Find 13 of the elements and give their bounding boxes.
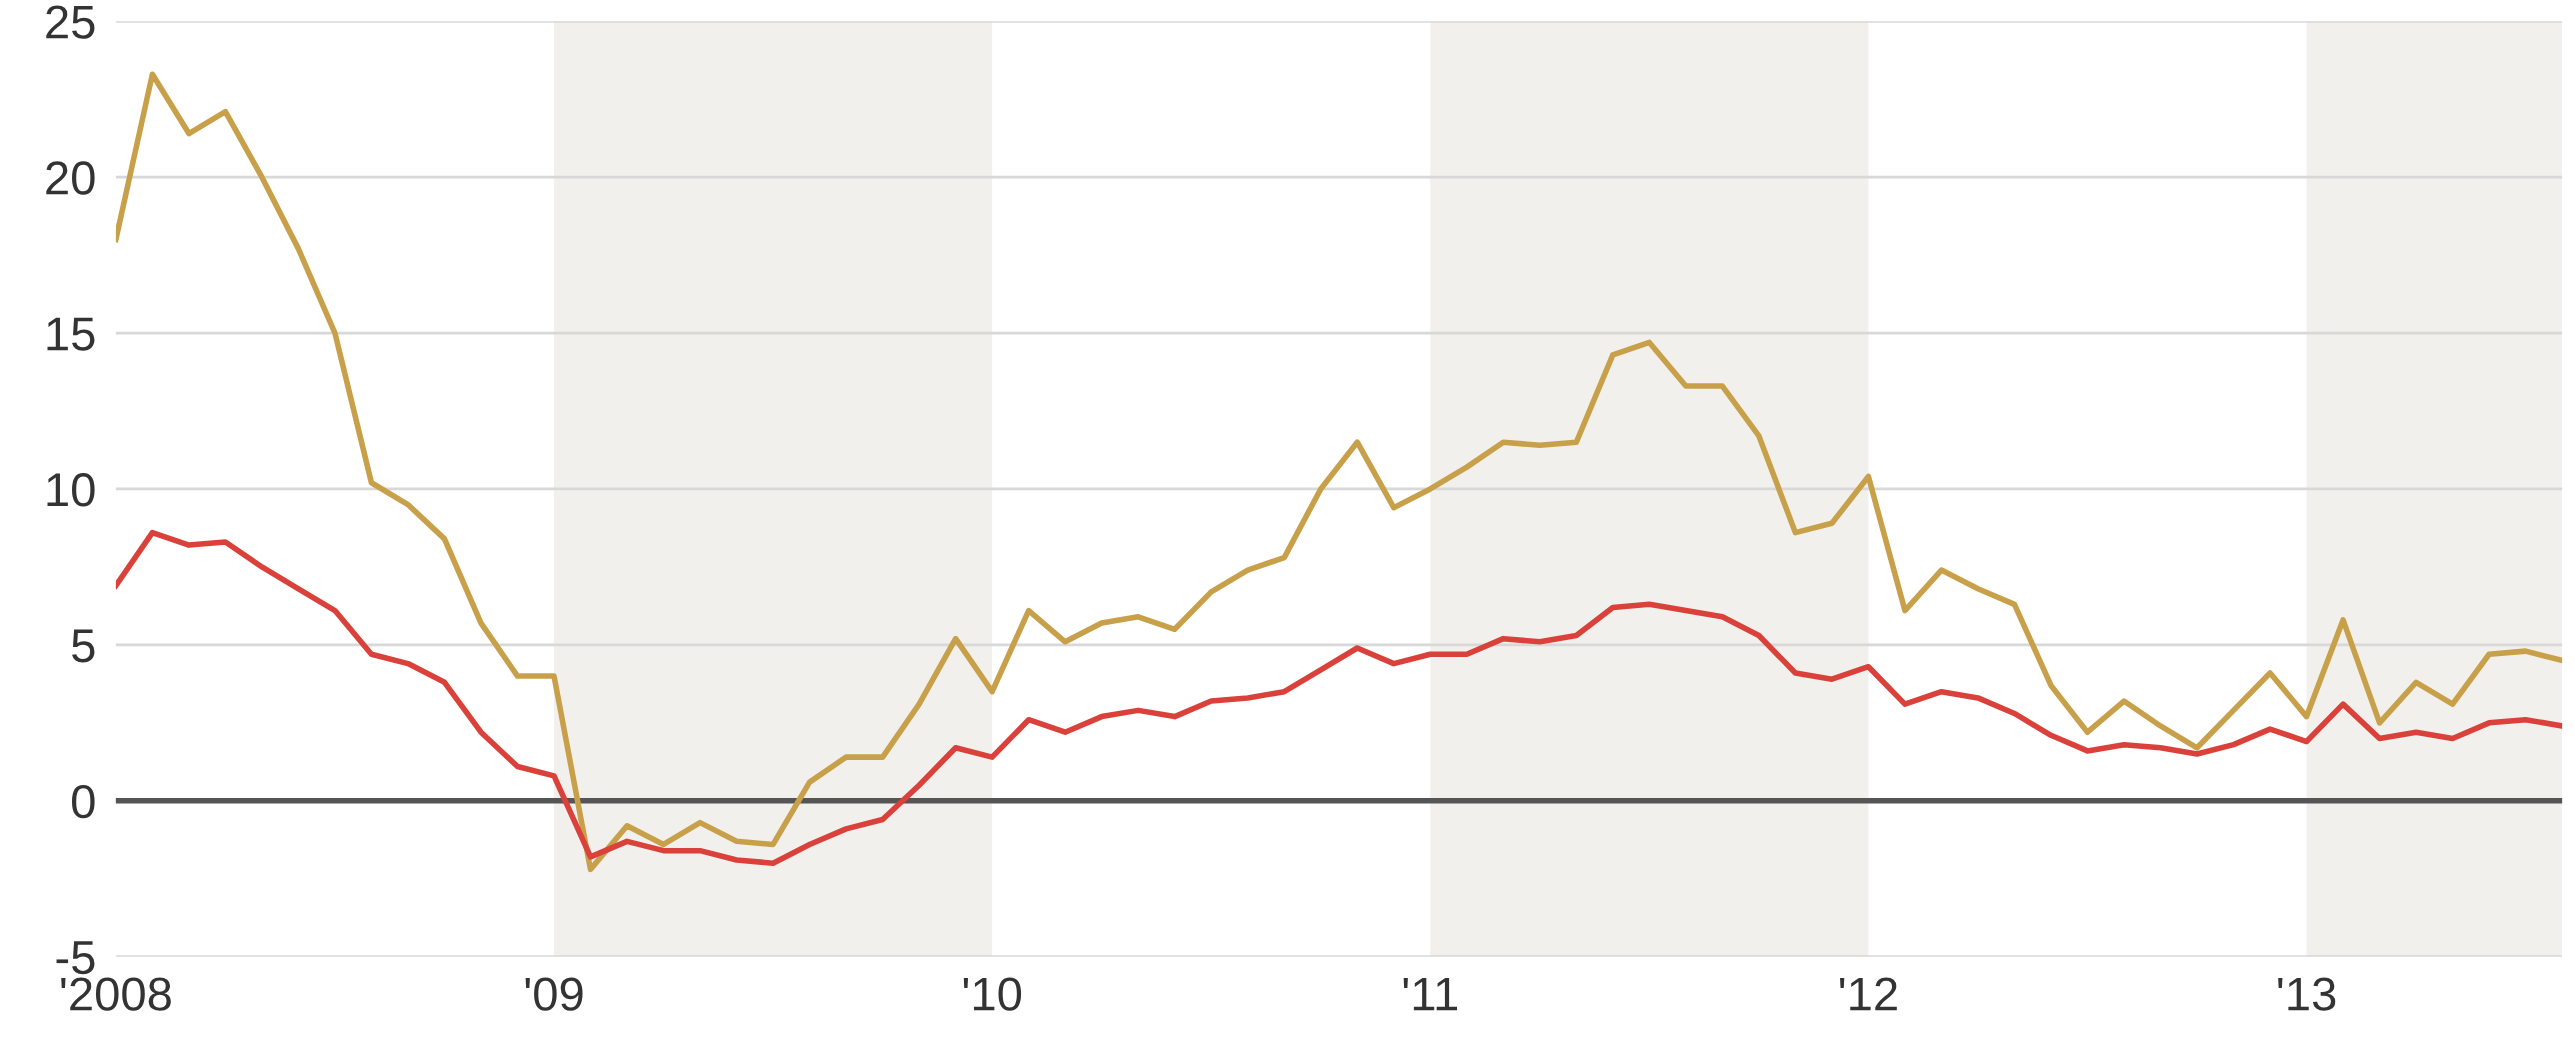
x-tick-label: '13 bbox=[2278, 977, 2336, 1011]
x-tick-label: '2008 bbox=[61, 977, 171, 1011]
y-tick-label: 0 bbox=[72, 784, 95, 819]
y-tick-label: 15 bbox=[47, 317, 95, 351]
x-tick-label: '11 bbox=[1403, 977, 1457, 1011]
y-tick-label: 25 bbox=[46, 5, 95, 39]
x-tick-label: '12 bbox=[1840, 977, 1897, 1011]
y-tick-label: -5 bbox=[56, 941, 95, 975]
y-tick-label: 5 bbox=[72, 629, 95, 663]
x-tick-label: '10 bbox=[963, 977, 1022, 1011]
y-tick-label: 10 bbox=[47, 473, 95, 507]
y-tick-label: 20 bbox=[46, 161, 95, 195]
x-tick-label: '09 bbox=[525, 977, 583, 1011]
